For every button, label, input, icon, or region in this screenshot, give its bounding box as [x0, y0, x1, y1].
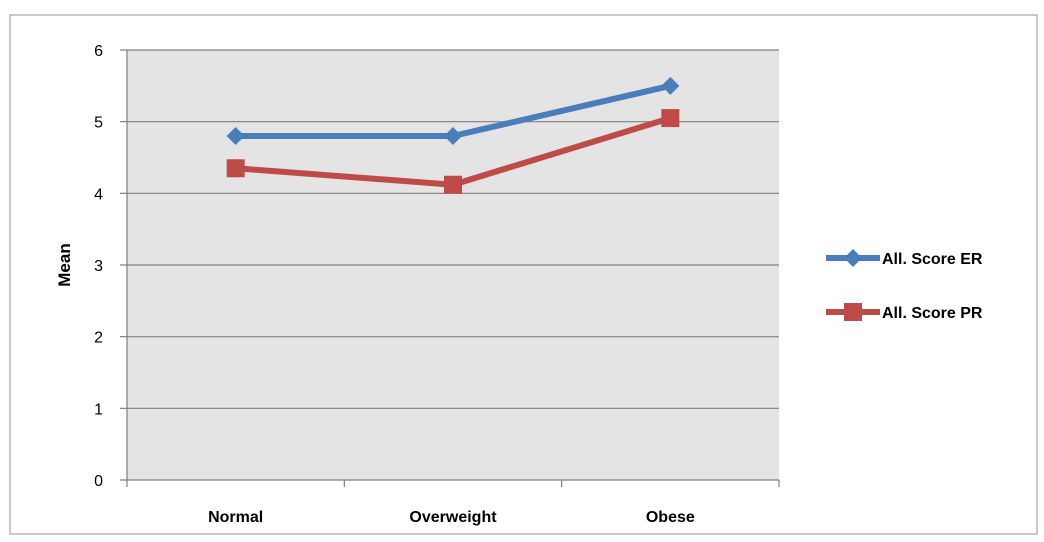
y-ticks: 0 1 2 3 4 5 6 [94, 43, 127, 490]
x-tick-label: Overweight [409, 509, 497, 526]
x-ticks: Normal Overweight Obese [126, 480, 780, 526]
data-point [226, 159, 245, 178]
data-point [661, 109, 680, 128]
legend-item: All. Score PR [826, 303, 983, 322]
data-point [661, 76, 680, 95]
legend-label: All. Score ER [882, 251, 983, 268]
series-1 [226, 76, 680, 145]
y-tick-label: 3 [94, 258, 103, 275]
x-tick-label: Normal [208, 509, 263, 526]
y-tick-label: 6 [94, 43, 103, 60]
legend: All. Score ER All. Score PR [826, 249, 983, 322]
x-tick-label: Obese [646, 509, 695, 526]
data-point [444, 127, 462, 145]
gridlines [127, 49, 779, 409]
series-2 [226, 109, 680, 194]
y-axis-title: Mean [55, 243, 74, 286]
data-point [226, 127, 245, 145]
legend-item: All. Score ER [826, 249, 983, 268]
y-tick-label: 4 [94, 186, 103, 203]
legend-swatch-marker [844, 303, 862, 321]
legend-swatch-marker [844, 249, 862, 267]
series [226, 76, 680, 194]
y-tick-label: 2 [94, 330, 103, 347]
y-tick-label: 1 [94, 401, 103, 418]
y-tick-label: 5 [94, 115, 103, 132]
y-tick-label: 0 [94, 473, 103, 490]
legend-label: All. Score PR [882, 305, 983, 322]
data-point [444, 175, 462, 194]
